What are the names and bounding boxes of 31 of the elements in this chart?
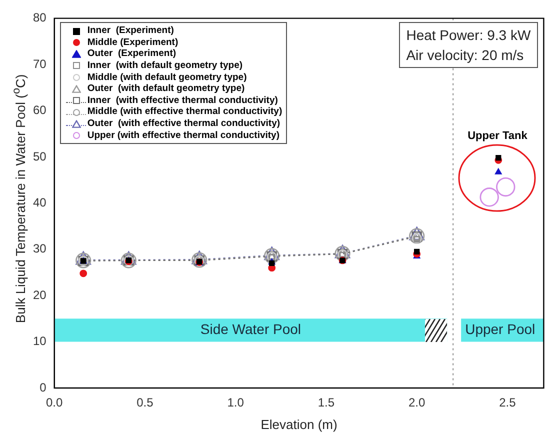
legend-label: Outer (Experiment): [87, 48, 176, 60]
band-label: Upper Pool: [465, 321, 536, 338]
y-tick-label: 0: [40, 380, 47, 394]
annotation: Air velocity: 20 m/s: [406, 46, 525, 66]
y-tick-label: 70: [32, 56, 47, 71]
annotation: Heat Power: 9.3 kW: [406, 26, 531, 46]
legend-label: Middle (with effective thermal conductivity): [87, 106, 282, 118]
y-tick-label: 30: [32, 242, 47, 256]
x-tick-label: 0.0: [46, 396, 64, 410]
x-tick-label: 2.5: [499, 396, 516, 410]
y-tick-label: 10: [32, 334, 47, 348]
y-tick-label: 40: [32, 195, 47, 210]
x-tick-label: 0.5: [136, 396, 154, 410]
x-tick-label: 1.0: [227, 396, 244, 410]
legend-label: Outer (with effective thermal conductivity): [87, 118, 280, 130]
x-tick-label: 1.5: [318, 396, 335, 410]
legend-label: Middle (Experiment): [87, 36, 178, 48]
band-label: Side Water Pool: [200, 321, 302, 338]
legend-label: Inner (with effective thermal conductivity): [87, 94, 278, 106]
annotation: Upper Tank: [468, 130, 528, 142]
legend-label: Inner (with default geometry type): [87, 60, 243, 72]
x-axis-title: Elevation (m): [260, 416, 338, 432]
y-tick-label: 60: [32, 103, 47, 118]
legend-label: Inner (Experiment): [87, 25, 174, 37]
legend-label: Upper (with effective thermal conductivity): [87, 130, 280, 142]
y-tick-label: 80: [32, 10, 47, 25]
y-tick-label: 20: [32, 288, 47, 302]
legend-label: Outer (with default geometry type): [87, 83, 245, 95]
x-tick-label: 2.0: [408, 396, 426, 410]
legend-label: Middle (with default geometry type): [87, 72, 247, 84]
y-tick-label: 50: [32, 149, 47, 164]
